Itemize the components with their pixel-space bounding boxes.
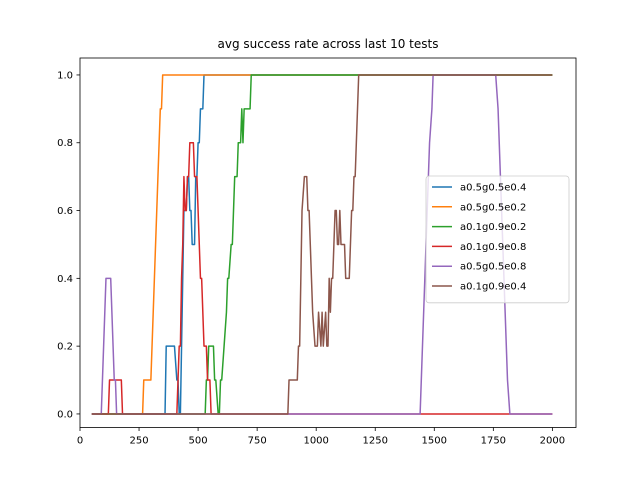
legend-label: a0.1g0.9e0.2 bbox=[460, 222, 526, 233]
y-tick-label: 0.4 bbox=[57, 274, 73, 285]
legend-label: a0.1g0.9e0.8 bbox=[460, 242, 526, 253]
series-line-a0.1g0.9e0.2 bbox=[91, 74, 553, 415]
y-tick-label: 0.0 bbox=[57, 409, 73, 420]
series-line-a0.1g0.9e0.8 bbox=[91, 142, 553, 415]
x-axis: 0 250 500 750 1000 1250 1500 1750 2000 bbox=[77, 427, 565, 447]
x-tick-label: 1750 bbox=[481, 436, 506, 447]
x-tick-label: 1250 bbox=[363, 436, 388, 447]
y-tick-label: 0.8 bbox=[57, 138, 73, 149]
x-tick-label: 0 bbox=[77, 436, 83, 447]
legend: a0.5g0.5e0.4 a0.5g0.5e0.2 a0.1g0.9e0.2 a0.1… bbox=[425, 175, 570, 304]
series-line-a0.1g0.9e0.4 bbox=[91, 74, 553, 415]
plot-frame bbox=[79, 57, 577, 428]
x-tick-label: 750 bbox=[248, 436, 267, 447]
x-tick-label: 500 bbox=[189, 436, 208, 447]
legend-label: a0.5g0.5e0.4 bbox=[460, 183, 526, 194]
x-tick-label: 2000 bbox=[540, 436, 565, 447]
chart-title: avg success rate across last 10 tests bbox=[218, 37, 439, 51]
legend-label: a0.5g0.5e0.8 bbox=[460, 262, 526, 273]
legend-box bbox=[425, 175, 570, 304]
y-tick-label: 0.6 bbox=[57, 206, 73, 217]
y-tick-label: 0.2 bbox=[57, 342, 73, 353]
x-tick-label: 1000 bbox=[303, 436, 328, 447]
y-tick-label: 1.0 bbox=[57, 70, 73, 81]
x-tick-label: 1500 bbox=[422, 436, 447, 447]
legend-label: a0.5g0.5e0.2 bbox=[460, 202, 526, 213]
x-tick-label: 250 bbox=[130, 436, 149, 447]
y-axis: 0.0 0.2 0.4 0.6 0.8 1.0 bbox=[57, 70, 80, 420]
series-layer bbox=[91, 74, 553, 415]
series-line-a0.5g0.5e0.2 bbox=[91, 74, 553, 415]
legend-label: a0.1g0.9e0.4 bbox=[460, 282, 526, 293]
